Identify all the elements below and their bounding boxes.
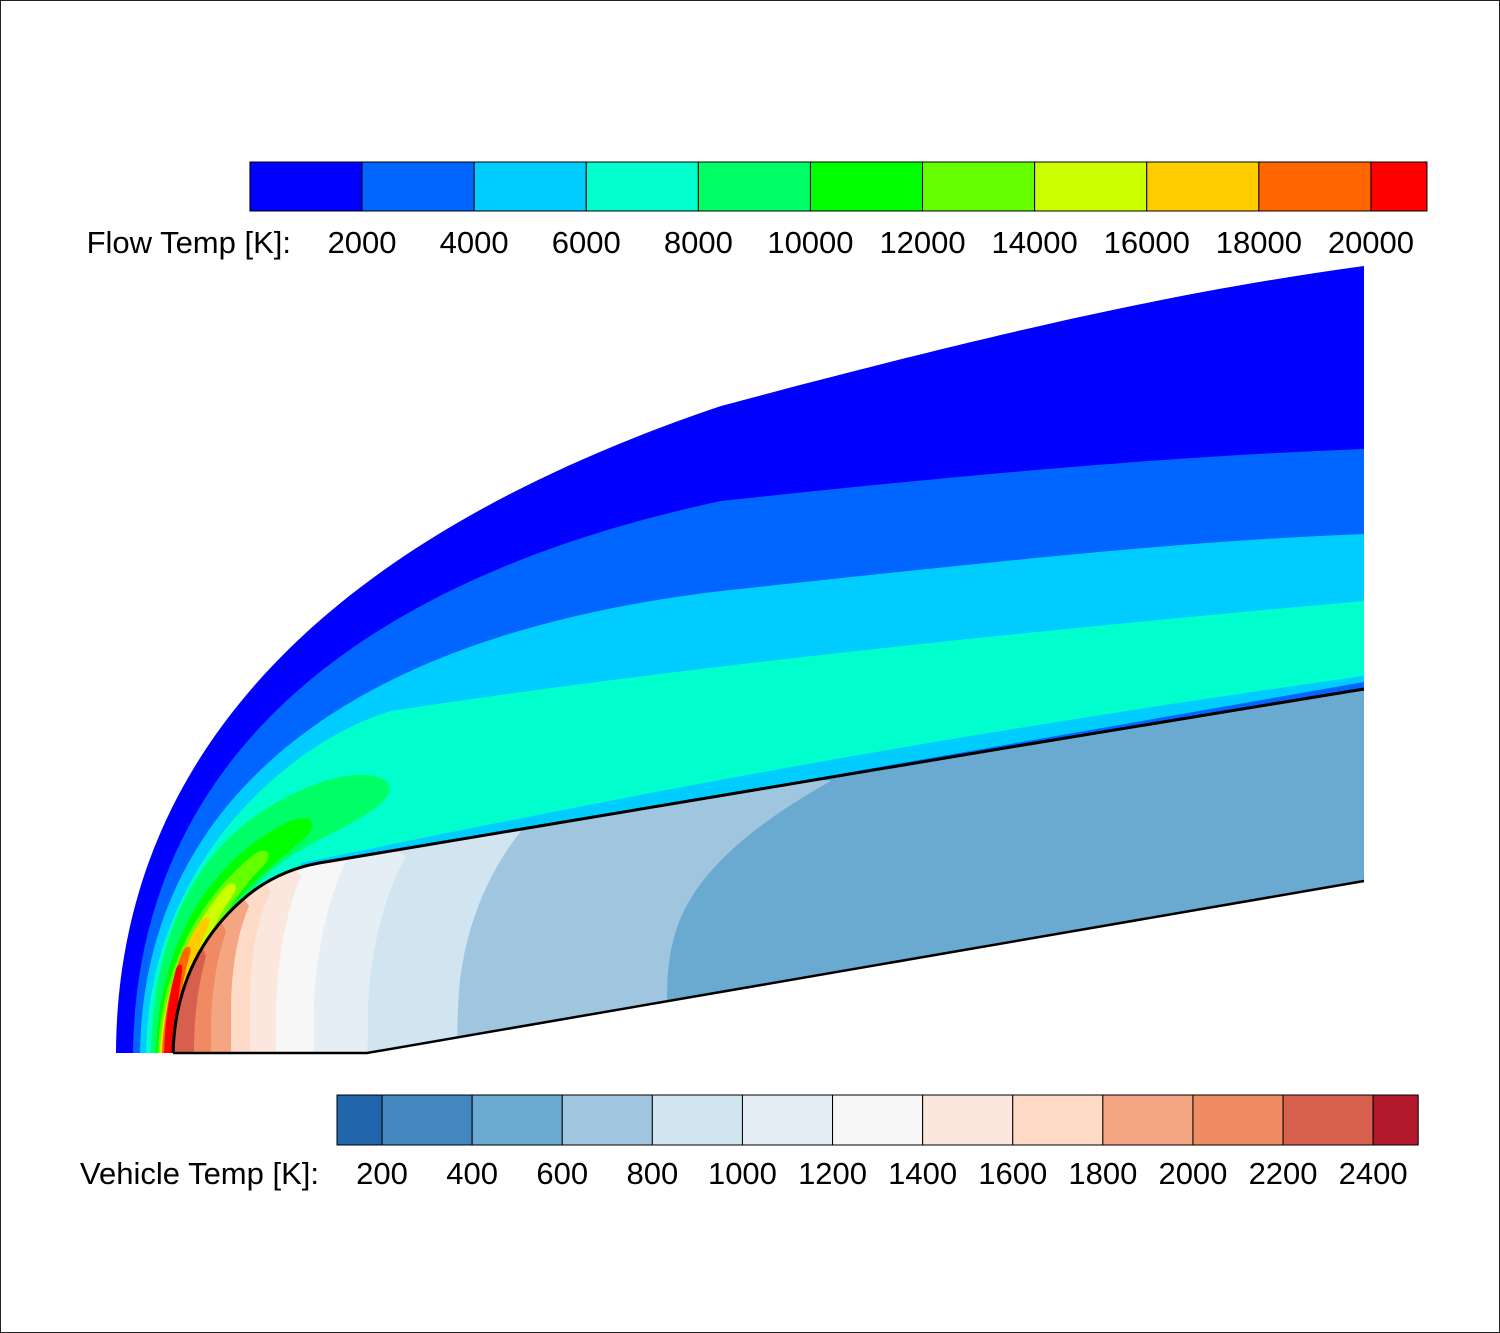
flow-tick-label: 18000 [1216, 225, 1302, 260]
vehicle-tick-label: 2400 [1339, 1156, 1408, 1191]
vehicle-tick-label: 200 [356, 1156, 408, 1191]
vehicle-tick-label: 1600 [978, 1156, 1047, 1191]
vehicle-tick-label: 1400 [888, 1156, 957, 1191]
flow-temp-colorbar [249, 161, 1428, 212]
flow-band [361, 161, 475, 212]
flow-tick-label: 10000 [767, 225, 853, 260]
flow-band [697, 161, 811, 212]
vehicle-outline [171, 687, 1365, 1054]
vehicle-tick-label: 2200 [1249, 1156, 1318, 1191]
flow-temp-label: Flow Temp [K]: [87, 225, 291, 260]
vehicle-tick-label: 400 [446, 1156, 498, 1191]
vehicle-tick-label: 800 [626, 1156, 678, 1191]
vehicle-band [922, 1094, 1014, 1146]
vehicle-band [1012, 1094, 1104, 1146]
vehicle-band [381, 1094, 473, 1146]
vehicle-aft-surface [173, 879, 1365, 1055]
flow-band [249, 161, 363, 212]
vehicle-temp-label: Vehicle Temp [K]: [80, 1156, 319, 1191]
vehicle-band [1282, 1094, 1374, 1146]
vehicle-band [651, 1094, 743, 1146]
vehicle-band [1102, 1094, 1194, 1146]
vehicle-band [1192, 1094, 1284, 1146]
flow-band [1034, 161, 1148, 212]
vehicle-tick-label: 1200 [798, 1156, 867, 1191]
flow-band [1146, 161, 1260, 212]
flow-band [585, 161, 699, 212]
vehicle-band [741, 1094, 834, 1146]
flow-tick-label: 2000 [328, 225, 397, 260]
vehicle-tick-label: 1800 [1068, 1156, 1137, 1191]
vehicle-temp-tick-labels: 200 400 600 800 1000 1200 1400 1600 1800 2000 2200… [356, 1156, 1407, 1191]
flow-tick-label: 16000 [1104, 225, 1190, 260]
flow-tick-label: 20000 [1328, 225, 1414, 260]
flow-band-21000 [164, 964, 183, 1053]
flow-tick-label: 8000 [664, 225, 733, 260]
flow-band [922, 161, 1036, 212]
vehicle-temp-colorbar [336, 1094, 1419, 1146]
flow-band [473, 161, 587, 212]
flow-band [809, 161, 924, 212]
vehicle-tick-label: 600 [536, 1156, 588, 1191]
vehicle-band [471, 1094, 563, 1146]
flow-tick-label: 12000 [879, 225, 965, 260]
flow-tick-label: 4000 [440, 225, 509, 260]
flow-tick-label: 14000 [992, 225, 1078, 260]
flow-band [1258, 161, 1372, 212]
flow-tick-label: 6000 [552, 225, 621, 260]
vehicle-tick-label: 2000 [1158, 1156, 1227, 1191]
flow-temp-tick-labels: 2000 4000 6000 8000 10000 12000 14000 16000 1800… [328, 225, 1414, 260]
vehicle-band [832, 1094, 924, 1146]
vehicle-band [561, 1094, 653, 1146]
vehicle-band [336, 1094, 383, 1146]
flow-band [1370, 161, 1428, 212]
vehicle-band [1372, 1094, 1419, 1146]
vehicle-tick-label: 1000 [708, 1156, 777, 1191]
